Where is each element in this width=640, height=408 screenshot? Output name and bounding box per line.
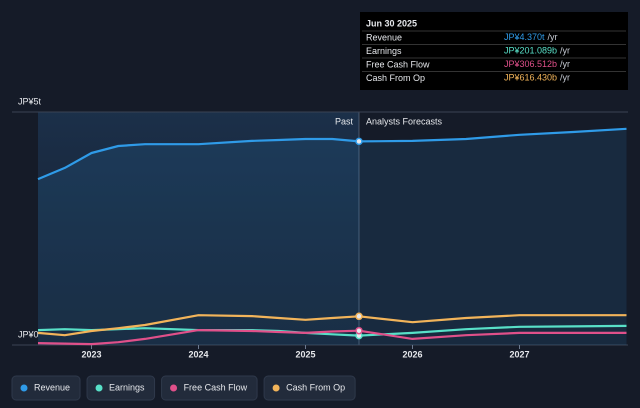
series-line	[37, 314, 627, 337]
hover-dot	[355, 312, 363, 321]
legend-label: Cash From Op	[286, 382, 345, 392]
x-tick-label: 2023	[81, 349, 101, 359]
tooltip-name: Revenue	[366, 32, 402, 42]
tooltip-value: JP¥201.089b/yr	[504, 46, 570, 56]
x-tick-label: 2025	[295, 349, 315, 359]
tooltip-value-label: JP¥616.430b	[504, 73, 557, 83]
x-tick-label: 2024	[188, 349, 208, 359]
legend-label: Earnings	[109, 382, 145, 392]
legend-swatch	[95, 384, 103, 392]
x-tick-label: 2027	[509, 349, 529, 359]
series-line	[37, 127, 627, 181]
legend-item[interactable]: Earnings	[86, 375, 156, 401]
hover-dot	[355, 137, 363, 146]
y-tick-label: JP¥5t	[18, 96, 42, 106]
past-label: Past	[335, 116, 354, 126]
tooltip-name: Free Cash Flow	[366, 59, 430, 69]
legend-item[interactable]: Free Cash Flow	[161, 375, 258, 401]
legend-label: Revenue	[34, 382, 70, 392]
legend-pill	[263, 375, 356, 401]
tooltip-value: JP¥306.512b/yr	[504, 59, 570, 69]
past-region	[38, 112, 359, 345]
legend-swatch	[170, 384, 178, 392]
tooltip-value-label: JP¥306.512b	[504, 59, 557, 69]
legend-item[interactable]: Cash From Op	[263, 375, 356, 401]
legend-pill	[86, 375, 156, 401]
x-tick-label: 2026	[402, 349, 422, 359]
tooltip-title: Jun 30 2025	[366, 18, 417, 28]
tooltip-box	[360, 12, 628, 90]
forecast-label: Analysts Forecasts	[366, 116, 443, 126]
legend-label: Free Cash Flow	[184, 382, 248, 392]
y-tick-label: JP¥0	[18, 329, 39, 339]
tooltip-name: Earnings	[366, 46, 402, 56]
series-line	[37, 329, 627, 346]
tooltip-value-label: JP¥4.370t	[504, 32, 545, 42]
legend-item[interactable]: Revenue	[11, 375, 81, 401]
tooltip-value-label: JP¥201.089b	[504, 46, 557, 56]
tooltip-unit: /yr	[548, 32, 558, 42]
legend-pill	[161, 375, 258, 401]
legend-swatch	[272, 384, 280, 392]
tooltip-value: JP¥4.370t/yr	[504, 32, 558, 42]
revenue-area	[38, 128, 627, 345]
hover-dot	[355, 326, 363, 335]
tooltip-unit: /yr	[560, 73, 570, 83]
tooltip-unit: /yr	[560, 46, 570, 56]
tooltip-unit: /yr	[560, 59, 570, 69]
tooltip-value: JP¥616.430b/yr	[504, 73, 570, 83]
legend-pill	[11, 375, 81, 401]
tooltip-name: Cash From Op	[366, 73, 425, 83]
legend-swatch	[20, 384, 28, 392]
